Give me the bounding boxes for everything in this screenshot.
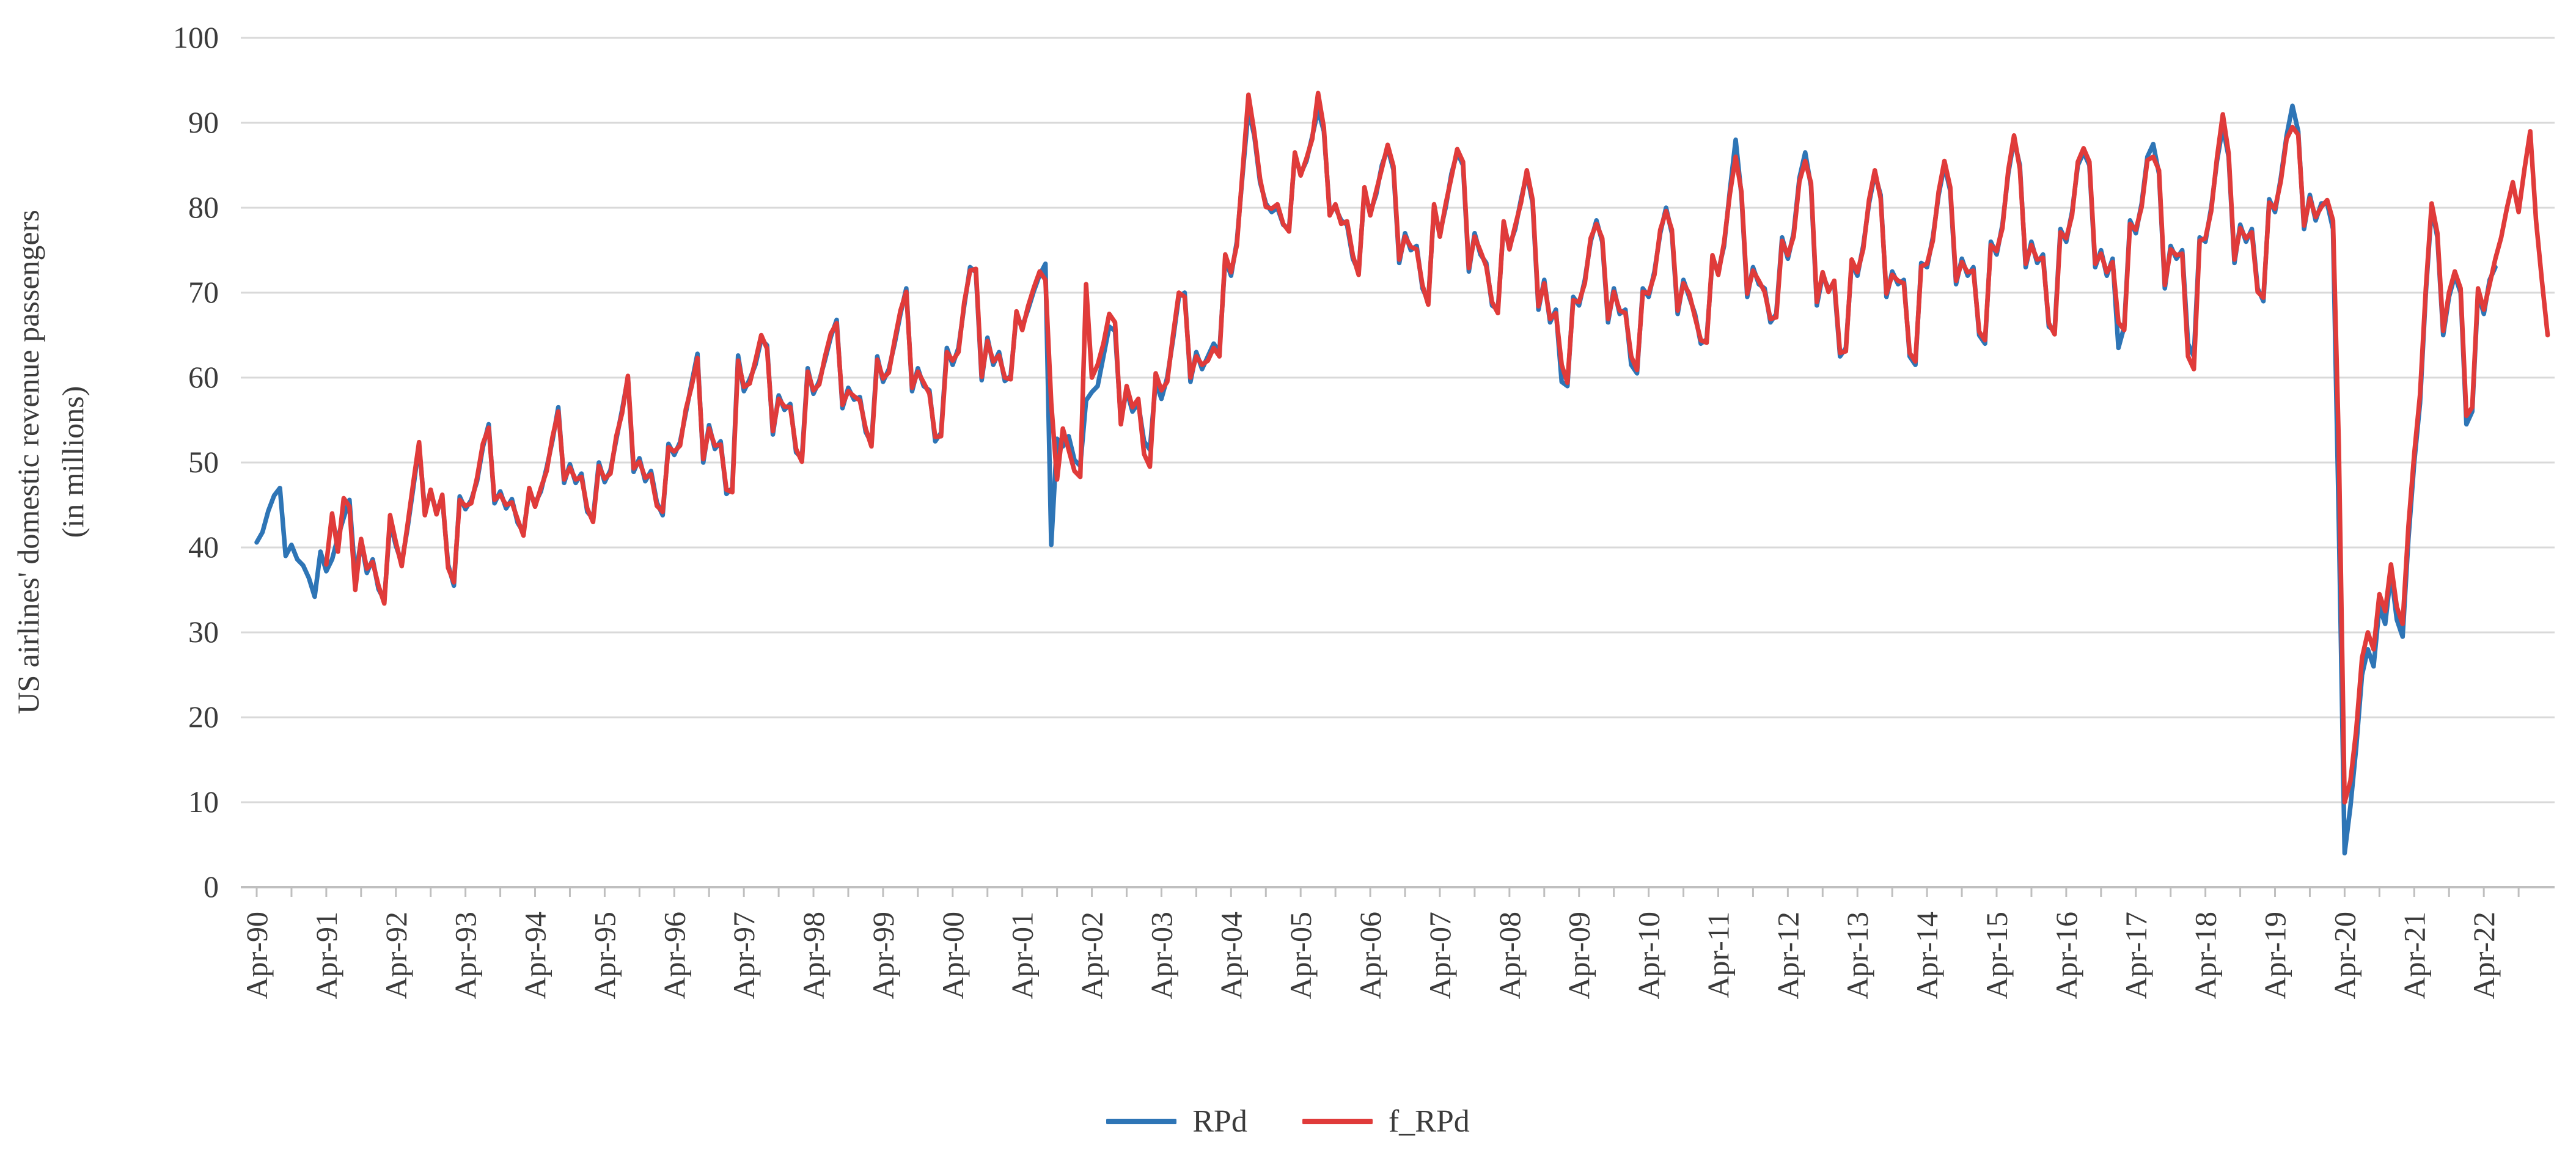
x-axis xyxy=(255,887,2520,897)
x-tick-label: Apr-19 xyxy=(2258,912,2292,999)
x-tick-label: Apr-96 xyxy=(657,912,691,999)
x-tick-label: Apr-03 xyxy=(1144,912,1178,999)
x-tick-label: Apr-93 xyxy=(449,912,483,999)
svg-text:70: 70 xyxy=(188,275,219,309)
legend-label-f-rpd: f_RPd xyxy=(1388,1103,1470,1139)
x-tick-label: Apr-04 xyxy=(1214,912,1248,999)
x-axis-tick-labels: Apr-90 Apr-91 Apr-92 Apr-93 Apr-94 Apr-95 Apr-… xyxy=(240,912,2501,999)
x-tick-label: Apr-16 xyxy=(2049,912,2083,999)
x-tick-label: Apr-11 xyxy=(1701,912,1735,998)
y-axis-title-line1: US airlines' domestic revenue passengers xyxy=(11,210,45,714)
legend-item-rpd: RPd xyxy=(1106,1103,1247,1140)
x-tick-label: Apr-95 xyxy=(587,912,622,999)
x-tick-label: Apr-10 xyxy=(1632,912,1666,999)
x-tick-label: Apr-07 xyxy=(1423,912,1457,999)
x-tick-label: Apr-22 xyxy=(2467,912,2501,999)
x-tick-label: Apr-91 xyxy=(309,912,343,999)
x-tick-label: Apr-20 xyxy=(2327,912,2361,999)
f-rpd-line-swatch-icon xyxy=(1302,1118,1373,1124)
y-axis-tick-labels: 0 10 20 30 40 50 60 70 80 90 100 xyxy=(173,20,219,904)
rpd-line-swatch-icon xyxy=(1106,1118,1177,1124)
f-rpd-line xyxy=(324,90,2550,805)
x-tick-label: Apr-99 xyxy=(866,912,900,999)
y-axis-title-line2: (in millions) xyxy=(55,386,90,538)
svg-text:60: 60 xyxy=(188,360,219,394)
legend-label-rpd: RPd xyxy=(1192,1103,1247,1139)
svg-text:0: 0 xyxy=(204,869,219,904)
x-tick-label: Apr-14 xyxy=(1910,912,1944,999)
svg-text:90: 90 xyxy=(188,105,219,139)
x-tick-label: Apr-94 xyxy=(518,912,552,999)
x-tick-label: Apr-15 xyxy=(1980,912,2014,999)
x-tick-label: Apr-08 xyxy=(1492,912,1527,999)
x-tick-label: Apr-21 xyxy=(2397,912,2431,999)
svg-text:40: 40 xyxy=(188,530,219,564)
x-tick-label: Apr-17 xyxy=(2119,912,2153,999)
svg-text:80: 80 xyxy=(188,190,219,224)
gridlines xyxy=(241,37,2555,888)
svg-text:20: 20 xyxy=(188,700,219,734)
x-tick-label: Apr-18 xyxy=(2189,912,2223,999)
x-tick-label: Apr-01 xyxy=(1005,912,1040,999)
y-axis-title: US airlines' domestic revenue passengers… xyxy=(6,37,98,887)
x-tick-label: Apr-09 xyxy=(1562,912,1596,999)
x-tick-label: Apr-12 xyxy=(1771,912,1805,999)
svg-text:100: 100 xyxy=(173,20,219,54)
legend: RPd f_RPd xyxy=(0,1094,2576,1149)
x-tick-label: Apr-98 xyxy=(796,912,831,999)
svg-text:30: 30 xyxy=(188,615,219,649)
x-tick-label: Apr-97 xyxy=(727,912,761,999)
x-tick-label: Apr-92 xyxy=(379,912,413,999)
x-tick-label: Apr-00 xyxy=(936,912,970,999)
x-tick-label: Apr-90 xyxy=(240,912,274,999)
x-tick-label: Apr-06 xyxy=(1353,912,1387,999)
svg-text:10: 10 xyxy=(188,785,219,819)
x-tick-label: Apr-02 xyxy=(1075,912,1109,999)
svg-text:50: 50 xyxy=(188,445,219,479)
legend-item-f-rpd: f_RPd xyxy=(1302,1103,1470,1140)
data-series-lines xyxy=(254,90,2550,856)
x-tick-label: Apr-13 xyxy=(1840,912,1874,999)
x-tick-label: Apr-05 xyxy=(1283,912,1318,999)
